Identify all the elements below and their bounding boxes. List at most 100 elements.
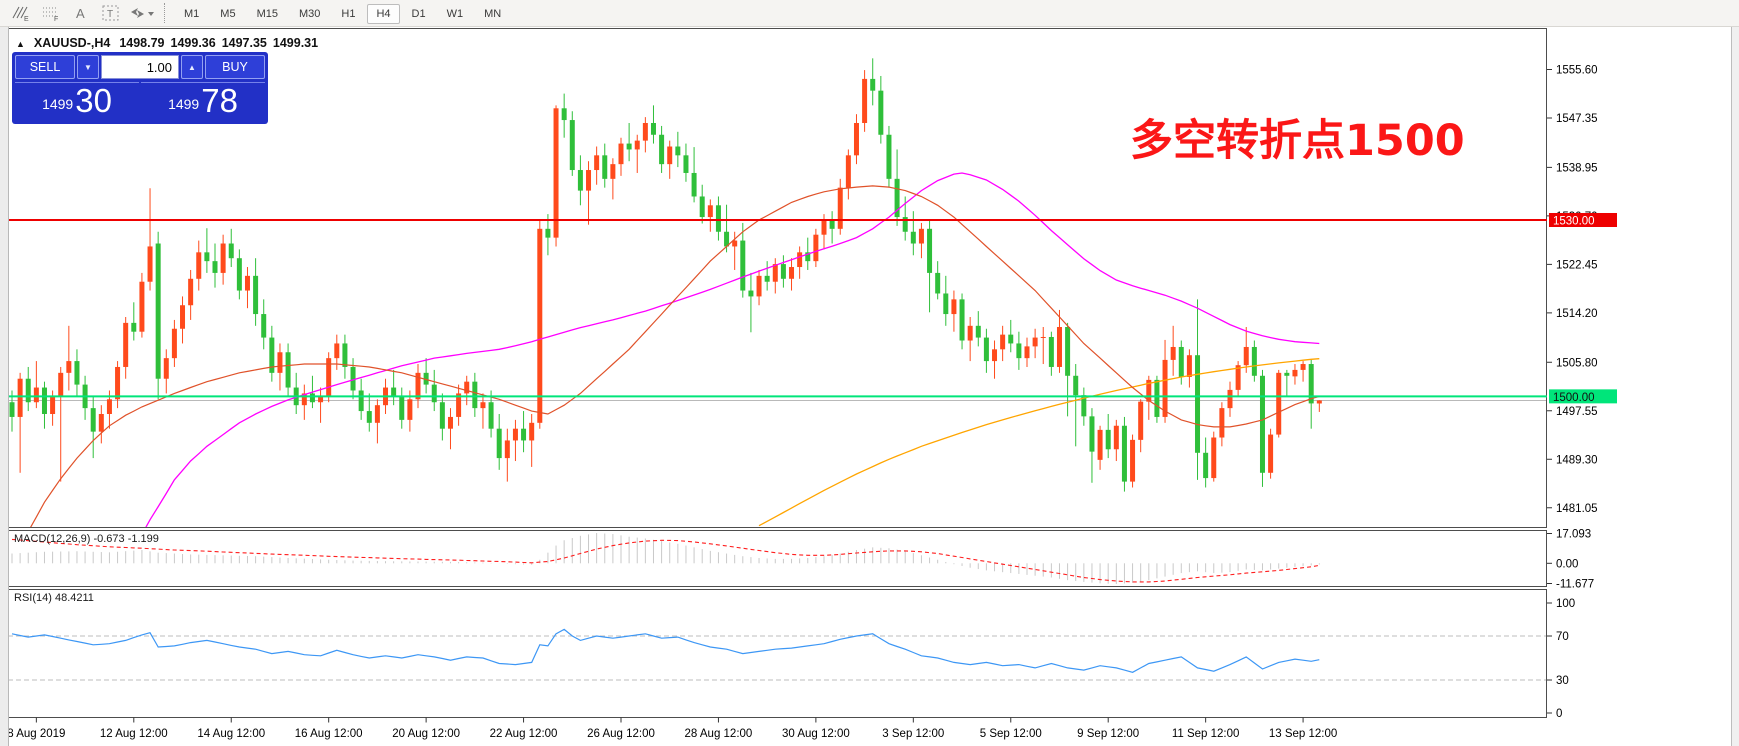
candle-body [659,134,665,165]
svg-text:A: A [76,6,85,21]
candle-body [139,281,145,332]
candle-body [220,243,226,273]
timeframe-M5[interactable]: M5 [220,8,236,20]
text-a-icon[interactable]: A [68,3,94,24]
volume-input[interactable] [101,55,179,79]
candle-body [837,187,843,229]
candle-body [155,243,161,379]
candle-body [577,170,583,191]
candle-body [496,428,502,459]
rsi-pane [8,589,1547,718]
candle-body [1056,326,1062,367]
candle-body [634,140,640,150]
candle-body [642,122,648,141]
candle-body [1284,372,1290,376]
grid-f-icon[interactable]: F [38,3,64,24]
timeframe-H1[interactable]: H1 [341,8,356,20]
candle-body [821,219,827,235]
price-tick-label: 1555.60 [1556,65,1598,77]
candle-body [967,325,973,341]
candle-body [131,322,137,332]
candle-body [334,343,340,359]
candle-body [918,228,924,244]
candle-body [675,146,681,156]
candle-body [1016,343,1022,359]
candle-body [699,196,705,218]
candle-body [1113,425,1119,450]
time-tick-label: 9 Sep 12:00 [1077,728,1139,740]
chart-annotation-text: 多空转折点1500 [1130,116,1465,166]
candle-body [1154,379,1160,417]
candle-body [285,352,291,388]
candle-body [1048,336,1054,367]
close-value: 1499.31 [272,36,319,50]
candle-body [1073,375,1079,396]
price-tick-label: 1481.05 [1556,503,1598,515]
candle-body [74,361,80,385]
candle-body [1008,334,1014,344]
candle-body [504,440,510,459]
candle-body [521,428,527,441]
support-price-badge-label: 1500.00 [1553,392,1595,404]
candle-body [301,393,307,406]
chart-title-row: ▲ XAUUSD-,H4 1498.79 1499.36 1497.35 1499.3… [16,36,324,50]
candle-body [764,275,770,282]
candle-body [707,205,713,218]
timeframe-M30[interactable]: M30 [298,8,321,20]
candle-body [927,228,933,273]
candle-body [626,143,632,150]
candle-body [50,396,56,414]
candle-body [1081,395,1087,417]
time-tick-label: 5 Sep 12:00 [980,728,1042,740]
timeframe-H4[interactable]: H4 [367,4,400,24]
candle-body [894,178,900,218]
candle-body [951,299,957,315]
textbox-t-icon[interactable]: T [98,3,124,24]
buy-button[interactable]: BUY [205,55,265,79]
bid-whole: 1499 [42,96,74,113]
timeframe-M15[interactable]: M15 [256,8,278,20]
candle-body [975,325,981,338]
candle-body [480,402,486,409]
timeframe-W1[interactable]: W1 [446,8,464,20]
candle-body [1170,346,1176,360]
volume-up-button[interactable]: ▲ [181,55,203,79]
candle-body [732,240,738,247]
candles-edit-e-icon[interactable]: E [8,3,34,24]
candle-body [253,275,259,315]
timeframe-M1[interactable]: M1 [184,8,200,20]
timeframe-D1[interactable]: D1 [411,8,426,20]
candle-body [610,164,616,179]
candle-body [650,122,656,135]
candle-body [1040,336,1046,338]
timeframe-MN[interactable]: MN [484,8,502,20]
time-tick-label: 28 Aug 12:00 [685,728,753,740]
candle-body [488,402,494,429]
toolbar-separator [164,3,165,23]
candle-body [447,416,453,429]
candle-body [391,387,397,397]
sell-button[interactable]: SELL [15,55,75,79]
candle-body [358,390,364,412]
macd-tick-label: -11.677 [1556,579,1594,591]
candle-body [326,358,332,397]
toolbar: E F A T M1 M5 M15 M30 H1 H4 D1 W1 MN [0,0,1739,27]
support-price-badge [1549,389,1617,404]
candle-body [1300,364,1306,370]
bid-price-box[interactable]: 1499 30 [15,82,139,121]
cursor-tools-icon[interactable] [128,3,154,24]
volume-down-button[interactable]: ▼ [77,55,99,79]
collapse-arrow-icon[interactable]: ▲ [16,39,25,49]
candle-body [943,293,949,315]
candle-body [228,243,234,259]
candle-body [748,290,754,297]
candle-body [1251,346,1257,376]
candle-body [1138,401,1144,440]
ask-price-box[interactable]: 1499 78 [141,82,265,121]
time-tick-label: 12 Aug 12:00 [100,728,168,740]
candle-body [261,314,267,338]
candle-body [959,299,965,341]
ma-long-line [758,358,1320,527]
time-tick-label: 13 Sep 12:00 [1269,728,1337,740]
